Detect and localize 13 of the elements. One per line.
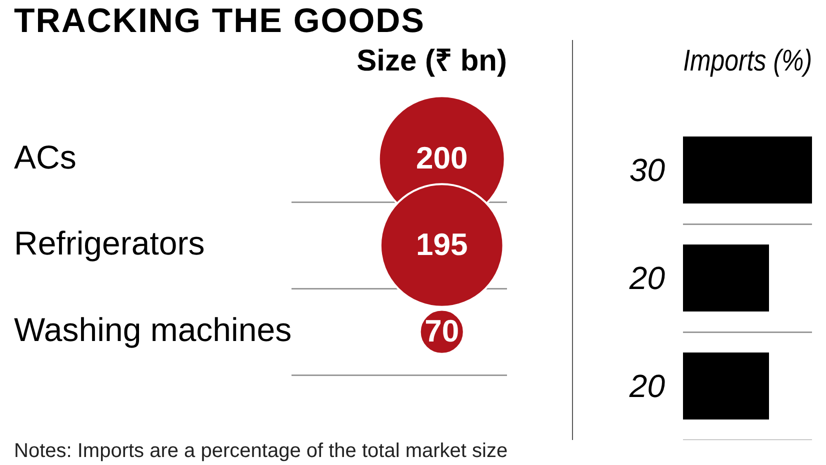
data-label: 195	[416, 227, 468, 262]
text: Size (₹ bn)	[356, 44, 507, 78]
text: TRACKING THE GOODS	[14, 2, 425, 41]
text: Notes: Imports are a percentage of the total market size	[14, 440, 508, 463]
data-label: 200	[416, 140, 468, 176]
data-label: 70	[424, 313, 460, 348]
data-label: 20	[628, 368, 666, 404]
data-label: 30	[629, 152, 666, 188]
category-label: Refrigerators	[14, 224, 205, 262]
category-label: Washing machines	[14, 310, 292, 348]
x-axis-title: Imports (%)	[683, 43, 812, 77]
category-label: ACs	[14, 138, 76, 176]
data-label: 20	[628, 260, 666, 296]
